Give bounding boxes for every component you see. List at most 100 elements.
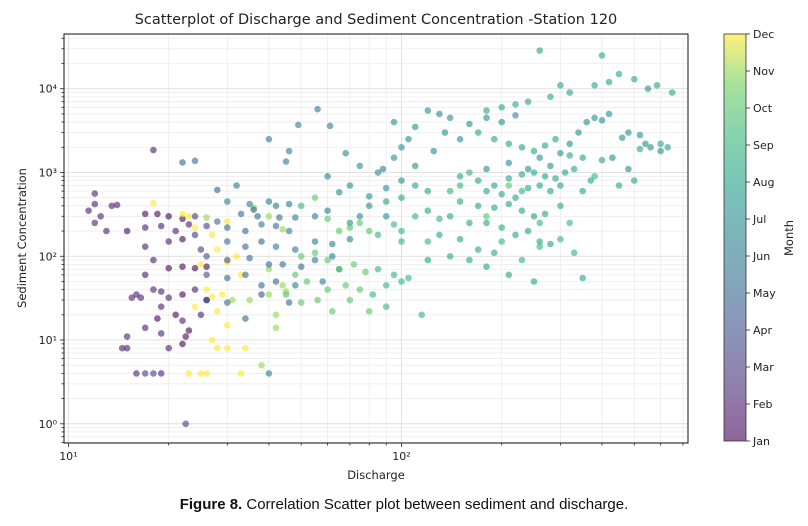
data-point [185, 213, 193, 220]
data-point [456, 173, 464, 180]
data-point [329, 240, 336, 248]
data-point [398, 278, 405, 285]
data-point [224, 299, 231, 306]
data-point [647, 144, 654, 151]
data-point [285, 299, 293, 306]
data-point [350, 261, 358, 268]
data-point [598, 117, 606, 124]
data-point [591, 82, 598, 89]
colorbar-tick-label: Sep [753, 139, 774, 152]
data-point [657, 140, 664, 148]
data-point [430, 147, 438, 155]
data-point [154, 315, 161, 322]
data-point [536, 47, 543, 54]
data-point [172, 227, 179, 235]
data-point [314, 296, 321, 304]
data-point [530, 278, 538, 285]
data-point [557, 235, 564, 243]
data-point [483, 187, 490, 195]
data-point [570, 249, 578, 257]
data-point [642, 140, 649, 148]
data-point [237, 210, 245, 218]
data-point [346, 235, 354, 243]
data-point [552, 135, 559, 143]
data-point [536, 219, 543, 227]
data-point [483, 165, 490, 173]
data-point [566, 152, 573, 159]
data-point [179, 263, 186, 271]
data-point [474, 246, 482, 253]
data-point [282, 291, 290, 298]
data-point [498, 238, 506, 245]
y-tick-label: 10³ [39, 166, 57, 179]
data-point [498, 224, 506, 231]
data-point [197, 246, 205, 253]
colorbar-gradient [723, 33, 747, 442]
data-point [356, 162, 364, 170]
data-point [605, 78, 613, 86]
data-point [591, 114, 598, 122]
data-point [123, 333, 131, 340]
data-point [182, 333, 189, 340]
data-point [536, 243, 543, 250]
data-point [362, 268, 369, 276]
y-tick-label: 10¹ [39, 334, 57, 347]
data-point [297, 252, 305, 260]
data-point [390, 118, 398, 126]
data-point [182, 420, 189, 428]
data-point [242, 227, 249, 235]
data-point [346, 296, 354, 304]
data-point [524, 184, 532, 192]
data-point [285, 227, 293, 235]
data-point [123, 344, 131, 352]
data-point [441, 129, 449, 136]
data-point [85, 207, 92, 214]
data-point [456, 182, 464, 189]
data-point [326, 122, 334, 130]
data-point [237, 370, 245, 377]
data-point [653, 82, 661, 89]
data-point [246, 200, 253, 208]
data-point [518, 171, 526, 178]
data-point [591, 173, 598, 180]
data-point [191, 264, 199, 272]
data-point [191, 303, 199, 311]
data-point [123, 227, 131, 235]
data-point [491, 135, 498, 143]
data-point [292, 271, 299, 279]
data-point [547, 162, 554, 170]
data-point [356, 213, 364, 220]
data-point [165, 344, 172, 352]
data-point [191, 213, 199, 220]
data-point [382, 198, 390, 205]
data-point [203, 296, 210, 304]
data-point [324, 286, 331, 293]
data-point [141, 224, 149, 231]
data-point [165, 294, 172, 302]
data-point [636, 145, 644, 153]
data-point [197, 370, 205, 377]
data-point [118, 344, 126, 352]
data-point [436, 231, 443, 239]
data-point [203, 271, 210, 279]
data-point [224, 224, 231, 231]
data-point [197, 311, 205, 319]
data-point [265, 265, 273, 273]
colorbar-tick-label: Jun [752, 250, 770, 263]
data-point [208, 293, 216, 300]
data-point [133, 291, 140, 298]
x-tick-label: 10¹ [59, 450, 77, 463]
data-point [498, 190, 506, 198]
data-point [233, 252, 240, 260]
data-point [242, 271, 249, 279]
colorbar-tick-label: Mar [753, 361, 774, 374]
data-point [346, 182, 354, 189]
data-point [91, 219, 99, 227]
data-point [436, 110, 443, 118]
y-tick-label: 10⁴ [39, 83, 58, 96]
colorbar-label: Month [782, 220, 796, 256]
data-point [398, 238, 405, 245]
data-point [197, 261, 205, 268]
data-point [382, 282, 390, 289]
data-point [179, 215, 186, 223]
